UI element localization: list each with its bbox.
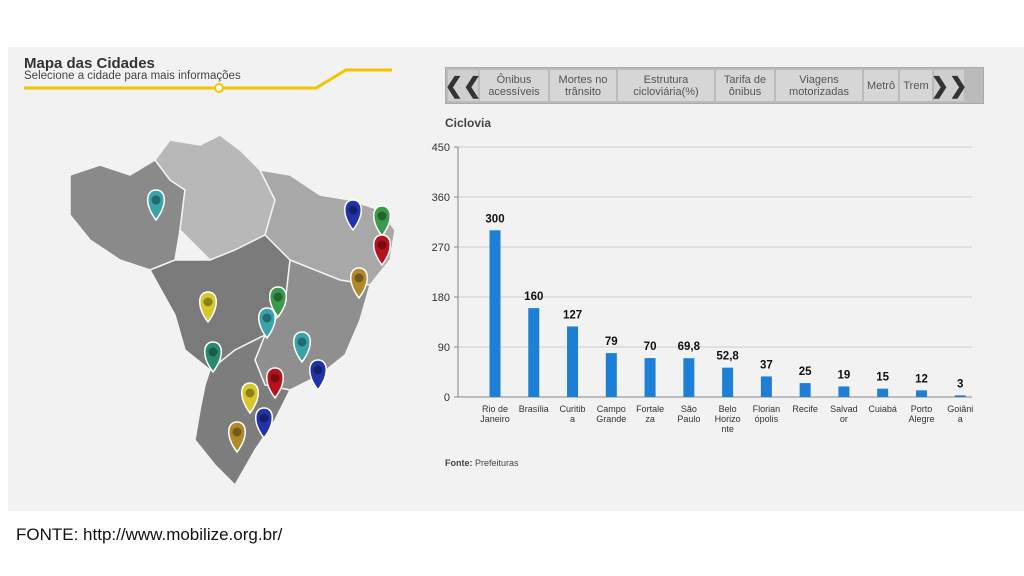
tab-label-line1: Estrutura bbox=[643, 73, 689, 86]
source-value: Prefeituras bbox=[475, 458, 519, 468]
tab-label-line2: acessíveis bbox=[488, 85, 540, 98]
slide-caption: FONTE: http://www.mobilize.org.br/ bbox=[16, 525, 283, 544]
tab-tarifa-de-onibus[interactable]: Tarifa de ônibus bbox=[716, 70, 774, 101]
brazil-map[interactable] bbox=[60, 120, 410, 500]
pin-green-1-icon[interactable] bbox=[373, 205, 391, 238]
pin-teal-4-icon[interactable] bbox=[204, 341, 222, 374]
pin-gold-1-icon[interactable] bbox=[350, 267, 368, 300]
next-arrow-icon[interactable]: ❯❯ bbox=[931, 70, 967, 101]
map-title: Mapa das Cidades bbox=[24, 55, 155, 72]
pin-blue-1-icon[interactable] bbox=[344, 199, 362, 232]
pin-teal-2-icon[interactable] bbox=[258, 307, 276, 340]
pin-teal-1-icon[interactable] bbox=[147, 189, 165, 222]
tab-label-line1: Ônibus bbox=[496, 73, 532, 86]
pin-red-2-icon[interactable] bbox=[266, 367, 284, 400]
pin-red-1-icon[interactable] bbox=[373, 234, 391, 267]
indicator-tabbar: ❮❮ Ônibus acessíveis Mortes no trânsito Es… bbox=[445, 67, 984, 104]
tab-label-line1: Mortes no bbox=[558, 73, 608, 86]
pin-blue-2-icon[interactable] bbox=[309, 359, 327, 392]
pin-blue-3-icon[interactable] bbox=[255, 407, 273, 440]
tab-label-line2: motorizadas bbox=[789, 85, 849, 98]
chart-source: Fonte: Prefeituras bbox=[445, 458, 519, 468]
pin-green-2-icon[interactable] bbox=[269, 286, 287, 319]
pin-yellow-1-icon[interactable] bbox=[199, 291, 217, 324]
tab-label-line1: Viagens bbox=[799, 73, 839, 86]
decorative-line bbox=[24, 68, 392, 93]
prev-arrow-icon[interactable]: ❮❮ bbox=[445, 70, 481, 101]
tab-onibus-acessiveis[interactable]: Ônibus acessíveis bbox=[480, 70, 548, 101]
tab-metro[interactable]: Metrô bbox=[864, 70, 898, 101]
tab-mortes-no-transito[interactable]: Mortes no trânsito bbox=[550, 70, 616, 101]
tab-label-line2: trânsito bbox=[564, 85, 602, 98]
tab-label-line2: cicloviária(%) bbox=[633, 85, 699, 98]
pin-yellow-2-icon[interactable] bbox=[241, 382, 259, 415]
pin-teal-3-icon[interactable] bbox=[293, 331, 311, 364]
tab-label-line2: ônibus bbox=[728, 85, 762, 98]
tab-viagens-motorizadas[interactable]: Viagens motorizadas bbox=[776, 70, 862, 101]
chart-heading: Ciclovia bbox=[445, 116, 492, 130]
tab-label-line1: Tarifa de bbox=[723, 73, 767, 86]
source-label: Fonte: bbox=[445, 458, 473, 468]
tab-estrutura-cicloviaria[interactable]: Estrutura cicloviária(%) bbox=[618, 70, 714, 101]
tab-trem[interactable]: Trem bbox=[900, 70, 932, 101]
pin-gold-2-icon[interactable] bbox=[228, 421, 246, 454]
map-subtitle: Selecione a cidade para mais informações bbox=[24, 70, 241, 82]
